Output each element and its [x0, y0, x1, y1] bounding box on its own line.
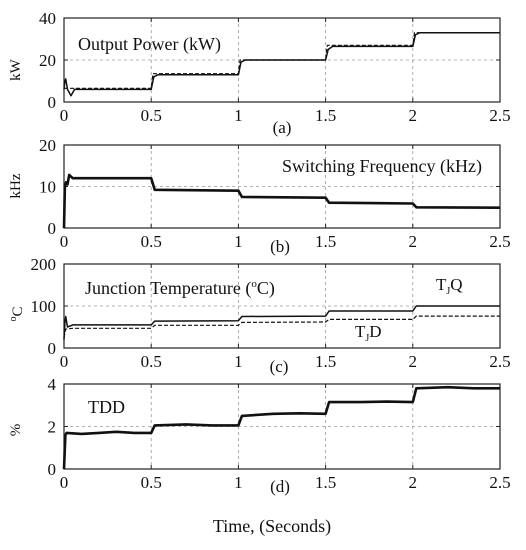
series-line-1 — [63, 305, 500, 340]
series-label-end: Q — [450, 275, 462, 294]
y-axis-label-sup: o — [8, 317, 19, 322]
y-tick-label: 0 — [48, 93, 57, 112]
y-tick-label: 200 — [31, 255, 57, 274]
y-tick-label: 2 — [48, 418, 57, 437]
x-tick-label: 0.5 — [141, 232, 162, 251]
panel-annotation: TDD — [88, 397, 125, 417]
x-tick-label: 2.5 — [489, 473, 510, 492]
panel-label: (b) — [270, 237, 290, 256]
series-line-1 — [62, 385, 500, 470]
y-axis-label: oC — [8, 306, 26, 321]
x-tick-label: 2 — [409, 473, 418, 492]
series-label-main: T — [436, 275, 447, 294]
x-tick-label: 1.5 — [315, 106, 336, 125]
x-tick-label: 1.5 — [315, 232, 336, 251]
y-axis-label: % — [8, 424, 24, 437]
x-tick-label: 0 — [60, 473, 69, 492]
panel-annotation: Switching Frequency (kHz) — [282, 156, 482, 177]
panel-annotation: Output Power (kW) — [78, 34, 221, 55]
x-tick-label: 2 — [409, 232, 418, 251]
x-tick-label: 2.5 — [489, 106, 510, 125]
y-tick-label: 4 — [48, 375, 57, 394]
y-tick-label: 20 — [39, 51, 56, 70]
series-line-2 — [64, 32, 500, 89]
series-label-end: D — [369, 322, 381, 341]
x-axis-label: Time, (Seconds) — [213, 516, 331, 537]
series-label-sub: J — [365, 333, 369, 344]
x-tick-label: 0 — [60, 232, 69, 251]
panel-annotation: Junction Temperature (oC) — [85, 278, 275, 299]
annotation-end: C) — [257, 278, 275, 299]
x-tick-label: 1 — [234, 232, 243, 251]
y-tick-label: 0 — [48, 460, 57, 479]
x-tick-label: 2 — [409, 352, 418, 371]
series-label: TJD — [355, 322, 382, 344]
x-tick-label: 0.5 — [141, 473, 162, 492]
panel-2: 0 0.5 1 1.5 2 2.5 0 10 20 kHz Switching Frequency … — [8, 136, 511, 256]
x-tick-label: 0.5 — [141, 106, 162, 125]
panel-label: (d) — [270, 477, 290, 496]
x-tick-label: 2.5 — [489, 232, 510, 251]
x-tick-label: 1.5 — [315, 473, 336, 492]
y-axis-label-main: C — [10, 306, 26, 316]
series-line-1 — [63, 31, 500, 97]
series-label-sub: J — [446, 286, 450, 297]
y-tick-label: 20 — [39, 136, 56, 155]
x-tick-label: 1 — [234, 106, 243, 125]
x-tick-label: 1 — [234, 352, 243, 371]
x-tick-label: 2.5 — [489, 352, 510, 371]
x-tick-label: 1.5 — [315, 352, 336, 371]
series-line-2 — [63, 315, 500, 338]
x-tick-label: 0 — [60, 106, 69, 125]
panel-label: (a) — [273, 118, 292, 137]
panel-label: (c) — [270, 357, 289, 376]
series-line-1 — [62, 173, 501, 229]
annotation-sup: o — [251, 278, 257, 290]
y-tick-label: 0 — [48, 339, 57, 358]
y-tick-label: 100 — [31, 297, 57, 316]
y-tick-label: 10 — [39, 178, 56, 197]
x-tick-label: 0.5 — [141, 352, 162, 371]
series-label: TJQ — [436, 275, 463, 297]
x-tick-label: 0 — [60, 352, 69, 371]
y-axis-label: kHz — [8, 173, 24, 198]
panel-1: 0 0.5 1 1.5 2 2.5 0 20 40 kW Output Power (kW) (a) — [8, 9, 511, 137]
y-tick-label: 0 — [48, 219, 57, 238]
x-tick-label: 1 — [234, 473, 243, 492]
series-label-main: T — [355, 322, 366, 341]
x-tick-label: 2 — [409, 106, 418, 125]
y-tick-label: 40 — [39, 9, 56, 28]
annotation-main: Junction Temperature ( — [85, 278, 251, 299]
panel-4: 0 0.5 1 1.5 2 2.5 0 2 4% TDD (d) — [8, 375, 511, 496]
y-axis-label: kW — [8, 58, 24, 81]
